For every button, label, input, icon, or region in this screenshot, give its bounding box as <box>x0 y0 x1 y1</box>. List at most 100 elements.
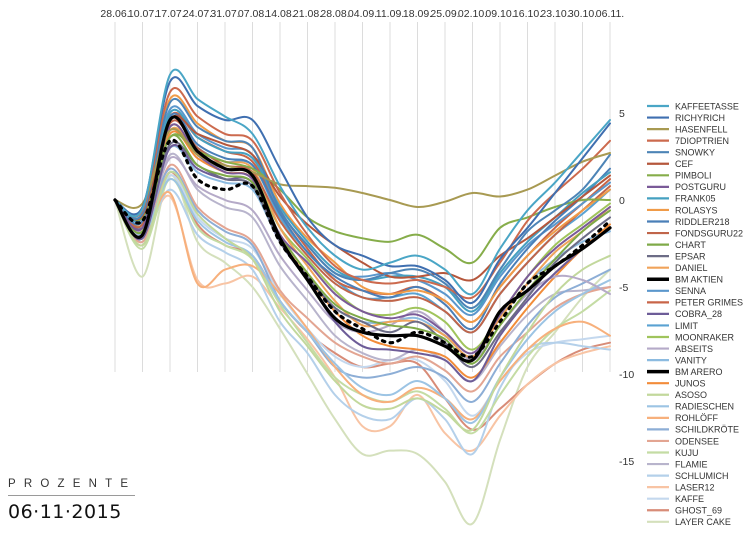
legend-label: SENNA <box>675 286 706 296</box>
x-tick-label: 02.10. <box>458 8 487 20</box>
series-line-hasenfell <box>114 127 611 209</box>
series-line-schildkröte <box>114 167 611 403</box>
legend-label: LAYER CAKE <box>675 517 731 527</box>
y-tick-label: 5 <box>619 108 625 120</box>
series-line-kaffeetasse <box>114 68 611 296</box>
series-line-snowky <box>114 98 611 309</box>
y-tick-label: -10 <box>619 369 634 381</box>
series-lines <box>113 68 612 526</box>
series-line-kaffe <box>114 174 611 417</box>
series-line-junos <box>114 130 611 379</box>
legend-label: CHART <box>675 240 706 250</box>
legend-item: VANITY <box>647 355 707 365</box>
legend-item: PETER GRIMES <box>647 298 743 308</box>
legend-label: ODENSEE <box>675 436 719 446</box>
y-tick-label: -15 <box>619 456 634 468</box>
legend-item: RIDDLER218 <box>647 217 730 227</box>
legend-label: ROHLÖFF <box>675 413 719 423</box>
caption-date: 06·11·2015 <box>8 501 122 523</box>
series-line-senna <box>114 105 611 316</box>
legend-item: COBRA_28 <box>647 309 722 319</box>
legend-item: FLAMIE <box>647 459 708 469</box>
series-line-laser12 <box>114 194 611 453</box>
legend-item: FRANK05 <box>647 194 716 204</box>
x-tick-label: 23.10. <box>540 8 569 20</box>
legend-label: SNOWKY <box>675 148 715 158</box>
legend-label: EPSAR <box>675 251 706 261</box>
y-tick-label: -5 <box>619 282 628 294</box>
legend-item: LAYER CAKE <box>647 517 731 527</box>
legend-item: 7DIOPTRIEN <box>647 136 729 146</box>
legend-item: ROLASYS <box>647 205 718 215</box>
x-tick-label: 18.09. <box>403 8 432 20</box>
legend-item: LIMIT <box>647 321 699 331</box>
legend-label: RIDDLER218 <box>675 217 730 227</box>
x-tick-label: 16.10. <box>513 8 542 20</box>
legend-label: ASOSO <box>675 390 707 400</box>
legend-label: ABSEITS <box>675 344 713 354</box>
x-tick-label: 04.09. <box>348 8 377 20</box>
series-line-7dioptrien <box>114 87 611 300</box>
legend-label: BM AKTIEN <box>675 275 723 285</box>
legend-label: HASENFELL <box>675 124 728 134</box>
legend-item: KUJU <box>647 448 699 458</box>
series-line-riddler218 <box>114 112 611 331</box>
x-tick-label: 30.10. <box>568 8 597 20</box>
legend-item: KAFFEETASSE <box>647 101 739 111</box>
x-tick-label: 28.08. <box>320 8 349 20</box>
legend-item: ASOSO <box>647 390 707 400</box>
legend-item: SENNA <box>647 286 706 296</box>
legend-label: 7DIOPTRIEN <box>675 136 729 146</box>
x-tick-label: 25.09. <box>430 8 459 20</box>
x-tick-label: 07.08. <box>238 8 267 20</box>
x-tick-label: 09.10. <box>485 8 514 20</box>
x-tick-label: 11.09. <box>376 8 404 20</box>
chart-caption: PROZENTE 06·11·2015 <box>8 478 138 523</box>
legend-label: COBRA_28 <box>675 309 722 319</box>
series-line-cef <box>114 114 611 282</box>
x-tick-label: 06.11. <box>596 8 624 20</box>
series-line-rohlöff <box>114 190 611 421</box>
legend-label: KUJU <box>675 448 699 458</box>
legend-label: FLAMIE <box>675 459 708 469</box>
x-tick-label: 14.08. <box>265 8 294 20</box>
caption-title: PROZENTE <box>8 478 135 496</box>
legend-label: POSTGURU <box>675 182 726 192</box>
legend-item: HASENFELL <box>647 124 728 134</box>
legend-item: RICHYRICH <box>647 113 725 123</box>
legend-item: CEF <box>647 159 694 169</box>
legend-item: JUNOS <box>647 379 706 389</box>
legend-item: RADIESCHEN <box>647 402 734 412</box>
legend-label: BM ARERO <box>675 367 723 377</box>
series-line-cobra-28 <box>114 144 611 383</box>
legend-label: FRANK05 <box>675 194 716 204</box>
legend-item: LASER12 <box>647 482 715 492</box>
legend-item: MOONRAKER <box>647 332 735 342</box>
y-axis-tick-labels: 5 0 -5 -10 -15 <box>619 108 634 468</box>
legend-label: LIMIT <box>675 321 699 331</box>
legend-item: SNOWKY <box>647 148 715 158</box>
legend-item: FONDSGURU22 <box>647 228 743 238</box>
x-tick-label: 21.08. <box>293 8 322 20</box>
series-line-bm-arero <box>113 138 612 359</box>
legend-item: SCHLUMICH <box>647 471 729 481</box>
legend-item: POSTGURU <box>647 182 726 192</box>
legend-label: JUNOS <box>675 379 706 389</box>
legend-item: ROHLÖFF <box>647 413 719 423</box>
x-tick-label: 24.07. <box>183 8 212 20</box>
series-line-bm-aktien <box>113 115 612 363</box>
legend-item: SCHILDKRÖTE <box>647 425 739 435</box>
x-tick-label: 10.07. <box>128 8 157 20</box>
legend-item: DANIEL <box>647 263 708 273</box>
legend-item: EPSAR <box>647 251 706 261</box>
series-line-flamie <box>114 152 611 383</box>
legend-item: GHOST_69 <box>647 506 722 516</box>
legend-item: ABSEITS <box>647 344 713 354</box>
legend-label: FONDSGURU22 <box>675 228 743 238</box>
legend-label: RICHYRICH <box>675 113 725 123</box>
series-line-rolasys <box>114 94 611 323</box>
legend-label: KAFFE <box>675 494 704 504</box>
legend-label: CEF <box>675 159 694 169</box>
